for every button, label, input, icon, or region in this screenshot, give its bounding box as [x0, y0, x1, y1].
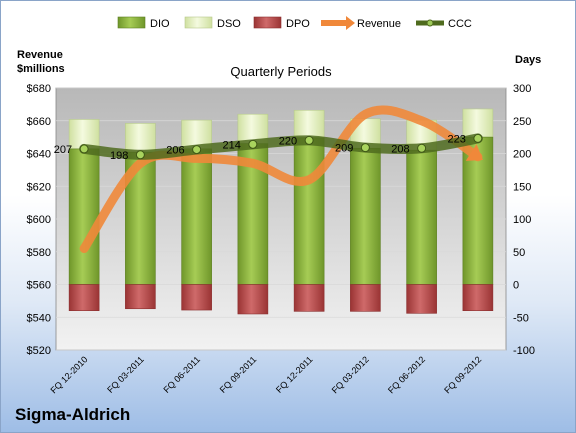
right-tick-label: 200	[513, 149, 531, 161]
legend-label-dio: DIO	[150, 18, 170, 30]
left-axis-label-line1: Revenue	[17, 49, 63, 61]
bar-dpo	[68, 284, 100, 312]
bar-dpo	[293, 284, 325, 312]
bar-dso	[462, 108, 494, 138]
right-axis-ticks: 300 250 200 150 100 50 0 -50 -100	[513, 83, 535, 357]
legend-label-revenue: Revenue	[357, 18, 401, 30]
ccc-point	[135, 150, 145, 160]
legend-swatch-dso	[184, 16, 213, 29]
left-axis-ticks: $680 $660 $640 $620 $600 $580 $560 $540 $520	[27, 83, 51, 357]
right-tick-label: 0	[513, 280, 519, 292]
ccc-data-label: 207	[54, 144, 72, 156]
bar-dpo	[406, 284, 437, 314]
chart-title: Quarterly Periods	[230, 64, 332, 79]
ccc-data-label: 206	[166, 145, 184, 157]
left-tick-label: $640	[27, 149, 51, 161]
left-tick-label: $680	[27, 83, 51, 95]
legend-label-dpo: DPO	[286, 18, 310, 30]
category-label: FQ 09-2011	[218, 354, 259, 395]
ccc-point	[473, 133, 483, 143]
right-tick-label: 250	[513, 116, 531, 128]
left-tick-label: $540	[27, 312, 51, 324]
bar-dio	[406, 149, 437, 285]
bar-dpo	[237, 284, 269, 315]
right-tick-label: 300	[513, 83, 531, 95]
right-tick-label: 100	[513, 214, 531, 226]
legend-arrow-revenue	[346, 16, 355, 30]
ccc-data-label: 223	[448, 133, 466, 145]
legend: DIO DSO DPO Revenue CCC	[117, 16, 472, 30]
ccc-data-label: 214	[223, 139, 241, 151]
right-tick-label: 50	[513, 247, 525, 259]
category-label: FQ 03-2011	[105, 354, 146, 395]
bar-dio	[293, 137, 325, 285]
ccc-point	[79, 144, 89, 154]
bar-dso	[125, 123, 156, 153]
right-axis-label: Days	[515, 54, 541, 66]
bars	[68, 108, 494, 315]
ccc-line	[79, 133, 483, 160]
left-tick-label: $600	[27, 214, 51, 226]
bar-dpo	[125, 284, 156, 310]
category-label: FQ 06-2012	[386, 354, 427, 395]
left-tick-label: $580	[27, 247, 51, 259]
ccc-data-label: 208	[391, 143, 409, 155]
ccc-series: 207 198 206 214 220 209 208 223	[54, 133, 483, 162]
category-labels: FQ 12-2010 FQ 03-2011 FQ 06-2011 FQ 09-2011…	[49, 354, 484, 395]
bar-dso	[293, 109, 325, 139]
ccc-data-label: 209	[335, 143, 353, 155]
bar-dio	[181, 148, 212, 285]
left-tick-label: $560	[27, 280, 51, 292]
legend-marker-ccc	[426, 19, 434, 27]
ccc-point	[192, 145, 202, 155]
left-tick-label: $660	[27, 116, 51, 128]
left-tick-label: $520	[27, 345, 51, 357]
bar-dpo	[350, 284, 381, 312]
ccc-point	[248, 139, 258, 149]
category-label: FQ 06-2011	[161, 354, 202, 395]
chart: DIO DSO DPO Revenue CCC Revenue $million…	[17, 16, 541, 395]
ccc-data-label: 198	[110, 150, 128, 162]
category-label: FQ 12-2011	[274, 354, 315, 395]
legend-swatch-dio	[117, 16, 146, 29]
right-tick-label: -50	[513, 312, 529, 324]
revenue-series	[79, 105, 483, 253]
revenue-arrowhead	[465, 144, 483, 161]
bar-dio	[68, 148, 100, 285]
legend-swatch-dpo	[253, 16, 282, 29]
left-axis-label-line2: $millions	[17, 63, 65, 75]
ccc-point	[360, 143, 370, 153]
bar-dpo	[462, 284, 494, 312]
legend-label-ccc: CCC	[448, 18, 472, 30]
category-label: FQ 03-2012	[330, 354, 371, 395]
bar-dio	[350, 147, 381, 285]
ccc-point	[304, 135, 314, 145]
category-label: FQ 12-2010	[49, 354, 90, 395]
category-label: FQ 09-2012	[442, 354, 483, 395]
revenue-line	[79, 105, 483, 253]
right-tick-label: -100	[513, 345, 535, 357]
ccc-data-label: 220	[279, 135, 297, 147]
company-name: Sigma-Aldrich	[15, 405, 131, 424]
bar-dio	[462, 136, 494, 285]
bar-dpo	[181, 284, 212, 311]
left-tick-label: $620	[27, 181, 51, 193]
legend-label-dso: DSO	[217, 18, 241, 30]
ccc-point	[417, 143, 427, 153]
right-tick-label: 150	[513, 181, 531, 193]
